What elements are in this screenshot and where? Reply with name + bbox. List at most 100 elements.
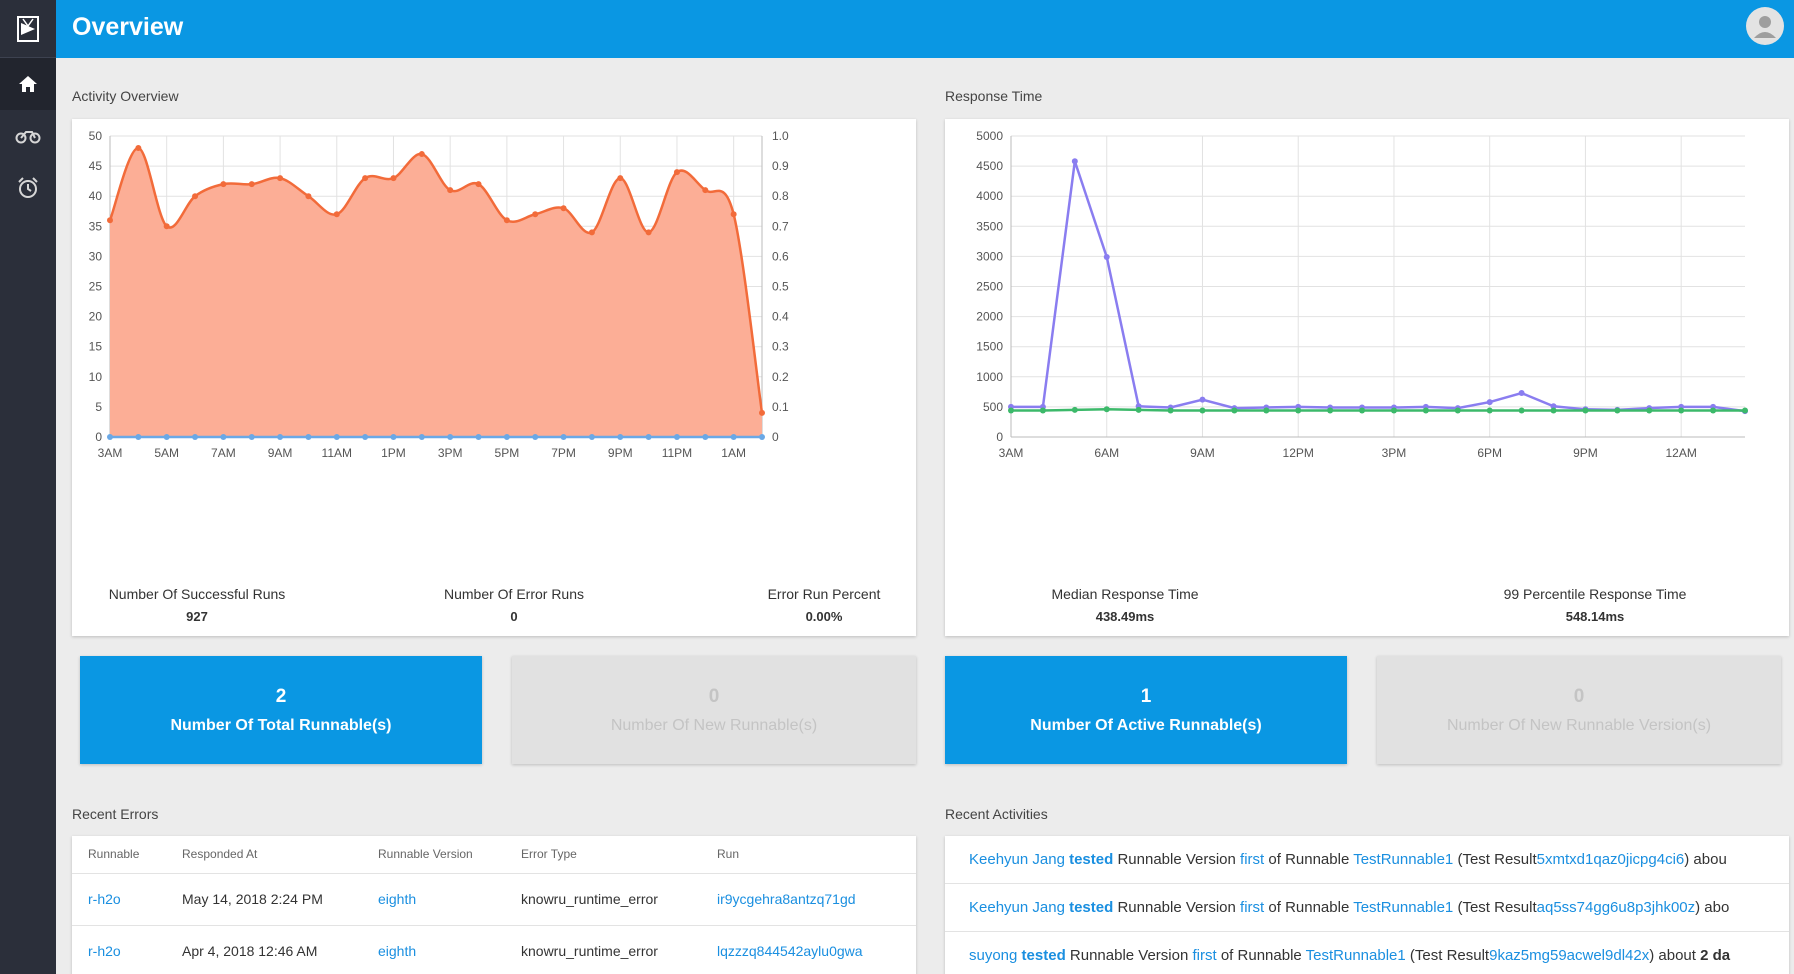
runnable-version-link[interactable]: eighth <box>362 873 505 926</box>
data-point <box>645 229 652 236</box>
column-header[interactable]: Error Type <box>505 836 701 874</box>
activity-text: ) abo <box>1695 899 1730 916</box>
x-tick-label: 9AM <box>268 446 293 460</box>
data-point <box>1550 403 1557 410</box>
x-tick-label: 12PM <box>1283 446 1314 460</box>
y-tick-label: 0 <box>95 430 102 444</box>
stat-label: Number Of Error Runs <box>443 586 585 602</box>
tile-active-runnables[interactable]: 1 Number Of Active Runnable(s) <box>945 656 1347 764</box>
y-tick-label: 4500 <box>976 159 1003 173</box>
runnable-link[interactable]: r-h2o <box>72 873 166 926</box>
activity-overview-title: Activity Overview <box>72 88 179 104</box>
app-logo[interactable] <box>0 0 56 58</box>
user-avatar[interactable] <box>1746 7 1784 45</box>
runnable-link[interactable]: TestRunnable1 <box>1353 851 1454 868</box>
stat-error-percent: Error Run Percent 0.00% <box>724 586 924 624</box>
sidebar-item-schedules[interactable] <box>0 162 56 214</box>
version-link[interactable]: first <box>1240 899 1265 916</box>
activity-text: Runnable Version <box>1069 947 1189 964</box>
run-link[interactable]: ir9ycgehra8antzq71gd <box>701 873 916 926</box>
data-point <box>1518 390 1525 397</box>
chart-plot: 0 5 10 15 20 25 30 35 40 45 50 0 0.1 0.2 0.3 0.4 0.5 0.6 0… <box>89 129 789 460</box>
data-point <box>1263 407 1270 414</box>
data-point <box>503 217 510 224</box>
data-point <box>1486 399 1493 406</box>
data-point <box>1071 406 1078 413</box>
data-point <box>1742 407 1748 414</box>
response-time-card: 0 500 1000 1500 2000 2500 3000 3500 4000 4500 5000… <box>945 119 1789 636</box>
data-point <box>248 434 255 440</box>
data-point <box>362 434 369 440</box>
tile-total-runnables[interactable]: 2 Number Of Total Runnable(s) <box>80 656 482 764</box>
y-tick-label: 0 <box>996 430 1003 444</box>
top-app-bar: Overview <box>56 0 1794 58</box>
test-result-link[interactable]: 9kaz5mg59acwel9dl42x <box>1489 947 1650 964</box>
activity-text: ) about <box>1649 947 1696 964</box>
data-point <box>1582 407 1589 414</box>
runnable-version-link[interactable]: eighth <box>362 925 505 974</box>
sidebar-item-home[interactable] <box>0 58 56 110</box>
version-link[interactable]: first <box>1192 947 1217 964</box>
recent-errors-table: Runnable Responded At Runnable Version E… <box>72 836 916 974</box>
data-point <box>1167 407 1174 414</box>
x-tick-label: 3AM <box>999 446 1024 460</box>
run-link[interactable]: lqzzzq844542aylu0gwa <box>701 925 916 974</box>
y2-tick-label: 0.9 <box>772 159 789 173</box>
data-point <box>759 434 765 440</box>
data-point <box>447 187 454 194</box>
column-header[interactable]: Runnable <box>72 836 166 874</box>
runnable-link[interactable]: TestRunnable1 <box>1353 899 1454 916</box>
y2-tick-label: 0.3 <box>772 340 789 354</box>
recent-errors-table-card: Runnable Responded At Runnable Version E… <box>72 836 916 974</box>
sidebar-item-runnables[interactable] <box>0 110 56 162</box>
test-result-link[interactable]: 5xmtxd1qaz0jicpg4ci6 <box>1536 851 1685 868</box>
data-point <box>673 434 680 440</box>
x-tick-label: 9AM <box>1190 446 1215 460</box>
data-point <box>1454 407 1461 414</box>
data-point <box>305 434 312 440</box>
y2-tick-label: 0.1 <box>772 400 789 414</box>
user-link[interactable]: Keehyun Jang <box>969 899 1065 916</box>
data-point <box>390 434 397 440</box>
list-item: Keehyun Jang tested Runnable Version fir… <box>945 884 1789 932</box>
tile-new-runnable-versions[interactable]: 0 Number Of New Runnable Version(s) <box>1377 656 1781 764</box>
series-area <box>110 148 762 437</box>
data-point <box>673 169 680 176</box>
x-tick-label: 9PM <box>1573 446 1598 460</box>
user-link[interactable]: Keehyun Jang <box>969 851 1065 868</box>
activity-text: of Runnable <box>1220 947 1302 964</box>
user-link[interactable]: suyong <box>969 947 1018 964</box>
x-tick-label: 7AM <box>211 446 236 460</box>
column-header[interactable]: Responded At <box>166 836 362 874</box>
data-point <box>418 434 425 440</box>
activity-overview-card: 0 5 10 15 20 25 30 35 40 45 50 0 0.1 0.2 0.3 0.4 0.5 0.6 0… <box>72 119 916 636</box>
runnable-link[interactable]: TestRunnable1 <box>1305 947 1406 964</box>
data-point <box>532 434 539 440</box>
data-point <box>1422 407 1429 414</box>
column-header[interactable]: Run <box>701 836 916 874</box>
motorcycle-icon <box>15 131 41 144</box>
tile-new-runnables[interactable]: 0 Number Of New Runnable(s) <box>512 656 916 764</box>
column-header[interactable]: Runnable Version <box>362 836 505 874</box>
data-point <box>503 434 510 440</box>
tile-label: Number Of Active Runnable(s) <box>1030 716 1262 734</box>
version-link[interactable]: first <box>1240 851 1265 868</box>
activity-time: 2 da <box>1700 947 1731 964</box>
table-row: r-h2o May 14, 2018 2:24 PM eighth knowru… <box>72 873 916 926</box>
runnable-link[interactable]: r-h2o <box>72 925 166 974</box>
data-point <box>1518 407 1525 414</box>
data-point <box>248 181 255 188</box>
activity-text: Runnable Version <box>1117 899 1236 916</box>
y2-tick-label: 0.4 <box>772 310 789 324</box>
stat-value: 548.14ms <box>1565 609 1625 624</box>
data-point <box>617 434 624 440</box>
y-tick-label: 1500 <box>976 340 1003 354</box>
test-result-link[interactable]: aq5ss74gg6u8p3jhk00z <box>1536 899 1696 916</box>
data-point <box>702 434 709 440</box>
data-point <box>277 175 284 182</box>
data-point <box>1071 158 1078 165</box>
data-point <box>730 434 737 440</box>
y2-tick-label: 0.5 <box>772 280 789 294</box>
y-tick-label: 3000 <box>976 249 1003 263</box>
y2-tick-label: 0.8 <box>772 189 789 203</box>
